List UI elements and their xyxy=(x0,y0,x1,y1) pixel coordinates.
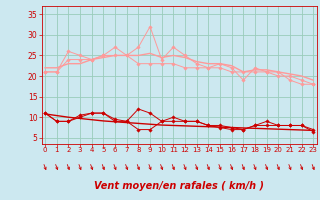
Text: Vent moyen/en rafales ( km/h ): Vent moyen/en rafales ( km/h ) xyxy=(94,181,264,191)
